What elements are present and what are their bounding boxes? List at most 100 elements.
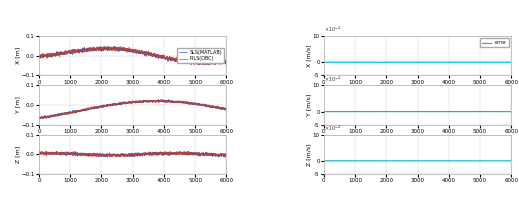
error (405, 61, 411, 63)
PILS(OBC) (184, 150, 190, 153)
SLS(MATLAB) (222, 107, 228, 110)
error (366, 61, 373, 63)
error (405, 110, 411, 113)
error (508, 160, 514, 162)
Y-axis label: Y [m]: Y [m] (15, 97, 20, 113)
Line: PILS(OBC): PILS(OBC) (39, 47, 226, 65)
SLS(MATLAB) (106, 49, 113, 51)
SLS(MATLAB) (120, 102, 126, 104)
SLS(MATLAB) (81, 109, 88, 111)
SLS(MATLAB) (40, 118, 46, 120)
SLS(MATLAB) (79, 109, 86, 112)
PILS(OBC) (36, 56, 42, 59)
error (366, 110, 373, 113)
error (507, 61, 513, 63)
SLS(MATLAB) (79, 49, 86, 52)
Y-axis label: Y [m/s]: Y [m/s] (306, 94, 311, 116)
Text: $\times10^{-4}$: $\times10^{-4}$ (324, 74, 341, 84)
Text: Numerical Error: Numerical Error (383, 20, 452, 28)
SLS(MATLAB) (81, 48, 88, 50)
PILS(OBC) (79, 50, 86, 53)
error (350, 61, 357, 64)
Legend: SLS(MATLAB), PILS(OBC): SLS(MATLAB), PILS(OBC) (176, 48, 224, 63)
SLS(MATLAB) (36, 55, 42, 57)
SLS(MATLAB) (106, 155, 113, 157)
error (494, 61, 500, 63)
PILS(OBC) (36, 153, 42, 155)
PILS(OBC) (81, 153, 88, 155)
PILS(OBC) (81, 109, 88, 111)
SLS(MATLAB) (80, 49, 87, 51)
SLS(MATLAB) (36, 117, 42, 119)
PILS(OBC) (223, 108, 229, 110)
SLS(MATLAB) (36, 153, 42, 156)
PILS(OBC) (223, 154, 229, 157)
SLS(MATLAB) (105, 45, 111, 47)
Line: SLS(MATLAB): SLS(MATLAB) (39, 151, 226, 157)
error (391, 160, 398, 162)
PILS(OBC) (207, 64, 213, 66)
PILS(OBC) (80, 50, 87, 52)
SLS(MATLAB) (80, 154, 87, 156)
error (366, 160, 373, 162)
error (483, 160, 489, 162)
error (365, 110, 372, 113)
error (391, 61, 398, 63)
error (508, 110, 514, 113)
SLS(MATLAB) (223, 107, 229, 110)
Legend: error: error (480, 38, 509, 47)
PILS(OBC) (106, 48, 113, 51)
Text: $\times10^{-4}$: $\times10^{-4}$ (324, 25, 341, 34)
SLS(MATLAB) (223, 154, 229, 156)
PILS(OBC) (36, 117, 42, 119)
PILS(OBC) (79, 109, 86, 111)
Line: SLS(MATLAB): SLS(MATLAB) (39, 99, 226, 119)
Text: Output: relative velocity (LVLH): Output: relative velocity (LVLH) (64, 20, 201, 28)
Line: SLS(MATLAB): SLS(MATLAB) (39, 46, 226, 65)
PILS(OBC) (104, 156, 111, 158)
PILS(OBC) (120, 101, 126, 103)
SLS(MATLAB) (222, 153, 228, 155)
PILS(OBC) (160, 99, 167, 101)
PILS(OBC) (36, 117, 43, 120)
error (391, 110, 398, 113)
error (321, 110, 327, 113)
SLS(MATLAB) (80, 109, 87, 111)
PILS(OBC) (120, 153, 126, 156)
Y-axis label: X [m/s]: X [m/s] (306, 44, 311, 67)
SLS(MATLAB) (215, 156, 222, 158)
SLS(MATLAB) (81, 153, 88, 156)
SLS(MATLAB) (223, 60, 229, 62)
PILS(OBC) (222, 62, 228, 65)
error (340, 160, 347, 162)
PILS(OBC) (81, 50, 88, 53)
PILS(OBC) (80, 153, 87, 155)
PILS(OBC) (106, 154, 113, 157)
PILS(OBC) (79, 154, 86, 156)
Y-axis label: Z [m]: Z [m] (15, 146, 20, 163)
error (364, 61, 371, 63)
SLS(MATLAB) (43, 150, 49, 152)
PILS(OBC) (106, 103, 113, 106)
PILS(OBC) (80, 109, 87, 112)
error (507, 110, 513, 113)
SLS(MATLAB) (159, 98, 165, 101)
error (365, 61, 372, 63)
Line: PILS(OBC): PILS(OBC) (39, 100, 226, 119)
error (321, 160, 327, 162)
SLS(MATLAB) (195, 64, 201, 66)
PILS(OBC) (222, 108, 228, 111)
PILS(OBC) (222, 155, 228, 157)
SLS(MATLAB) (120, 154, 126, 156)
error (421, 110, 428, 113)
SLS(MATLAB) (222, 60, 228, 62)
error (321, 61, 327, 63)
PILS(OBC) (105, 45, 112, 48)
Y-axis label: X [m]: X [m] (15, 47, 20, 64)
error (364, 160, 371, 162)
PILS(OBC) (120, 47, 126, 49)
Line: PILS(OBC): PILS(OBC) (39, 151, 226, 157)
SLS(MATLAB) (79, 153, 86, 155)
error (365, 160, 372, 162)
Text: $\times10^{-4}$: $\times10^{-4}$ (324, 124, 341, 133)
